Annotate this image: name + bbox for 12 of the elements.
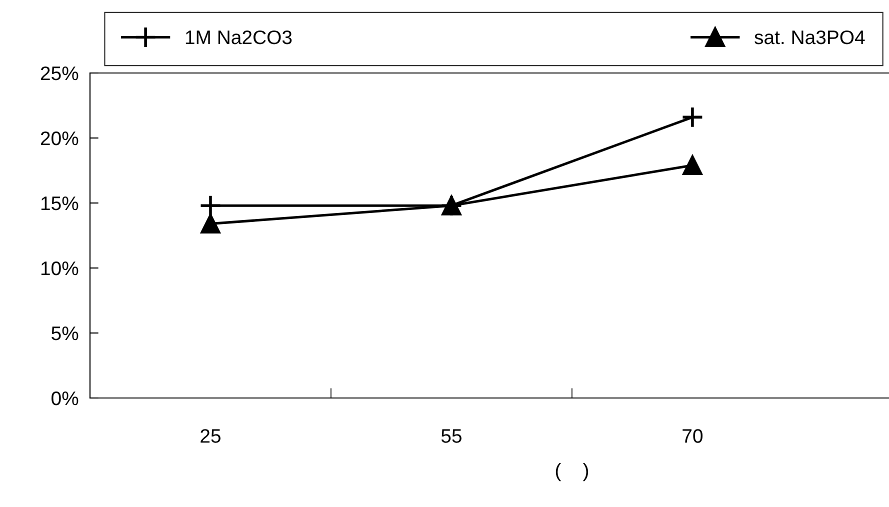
x-tick-label: 55 [441,429,462,443]
legend-label: sat. Na3PO4 [754,30,865,44]
y-tick-label: 25% [40,66,78,80]
y-tick-label: 5% [52,326,78,340]
x-axis-title: ( ) [556,463,588,482]
y-tick-label: 0% [52,391,78,406]
y-tick-label: 15% [41,196,78,210]
y-tick-label: 10% [41,261,78,276]
x-tick-label: 70 [682,429,703,443]
x-tick-label: 25 [200,429,220,443]
y-tick-label: 20% [40,131,78,146]
legend-label: 1M Na2CO3 [186,30,292,44]
